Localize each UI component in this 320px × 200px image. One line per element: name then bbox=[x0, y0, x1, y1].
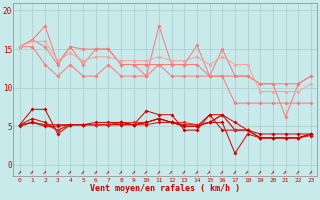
Text: →: → bbox=[269, 169, 276, 176]
Text: →: → bbox=[29, 169, 36, 176]
Text: →: → bbox=[130, 169, 137, 176]
Text: →: → bbox=[79, 169, 87, 176]
Text: →: → bbox=[54, 169, 61, 176]
Text: →: → bbox=[282, 169, 289, 176]
Text: →: → bbox=[181, 169, 188, 176]
Text: →: → bbox=[295, 169, 302, 176]
Text: →: → bbox=[168, 169, 175, 176]
Text: →: → bbox=[117, 169, 124, 176]
Text: →: → bbox=[206, 169, 213, 176]
Text: →: → bbox=[41, 169, 49, 176]
Text: →: → bbox=[156, 169, 163, 176]
X-axis label: Vent moyen/en rafales ( km/h ): Vent moyen/en rafales ( km/h ) bbox=[90, 184, 240, 193]
Text: →: → bbox=[92, 169, 99, 176]
Text: →: → bbox=[231, 169, 239, 176]
Text: →: → bbox=[244, 169, 251, 176]
Text: →: → bbox=[257, 169, 264, 176]
Text: →: → bbox=[307, 169, 315, 176]
Text: →: → bbox=[67, 169, 74, 176]
Text: →: → bbox=[193, 169, 201, 176]
Text: →: → bbox=[105, 169, 112, 176]
Text: →: → bbox=[16, 169, 23, 176]
Text: →: → bbox=[219, 169, 226, 176]
Text: →: → bbox=[143, 169, 150, 176]
